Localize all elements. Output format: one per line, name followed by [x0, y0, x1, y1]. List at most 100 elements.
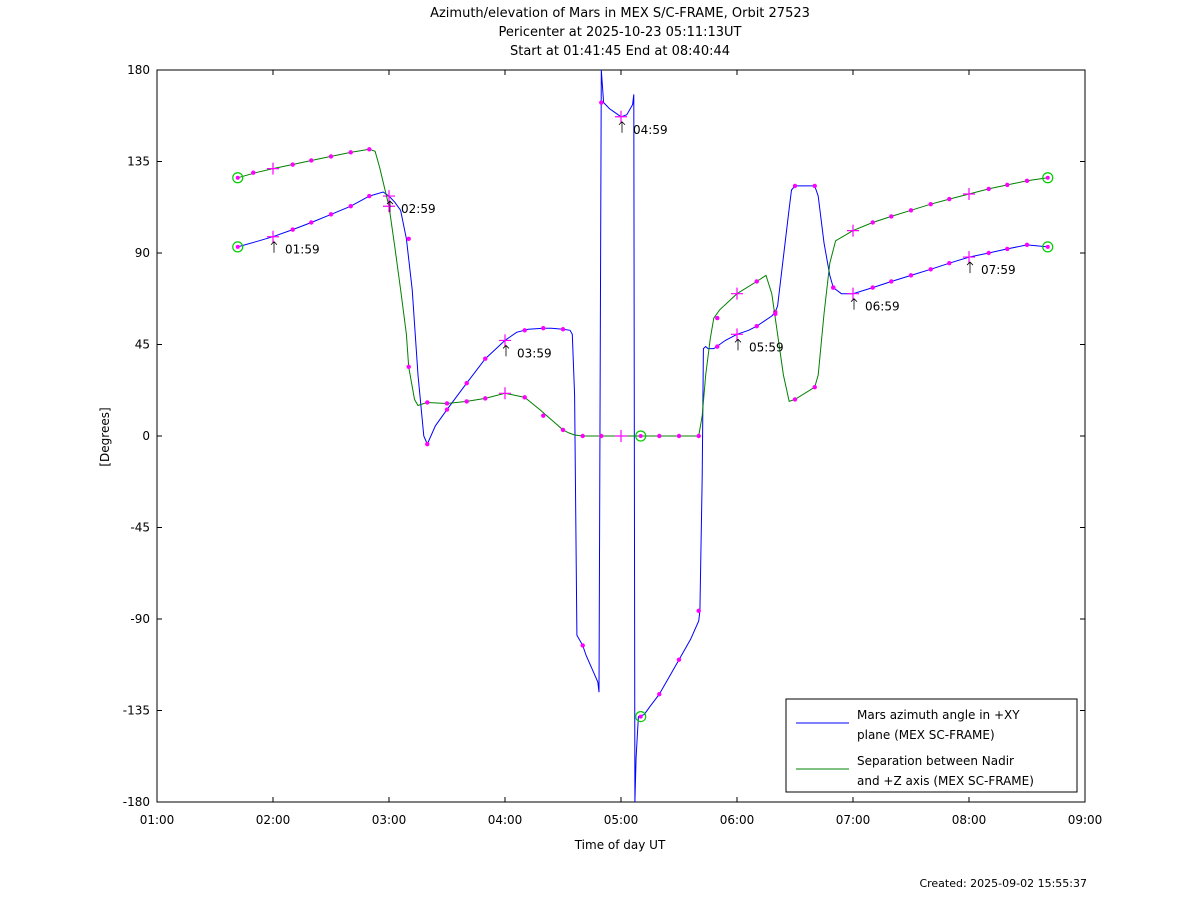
y-tick-label: 45: [135, 338, 150, 352]
annotation-label: 04:59: [633, 123, 668, 137]
endpoint-circle: [635, 710, 647, 723]
y-axis-label: [Degrees]: [98, 407, 112, 466]
endpoint-dot: [638, 434, 643, 438]
endpoint-circle: [1042, 172, 1054, 184]
endpoint-dot: [1045, 175, 1050, 180]
data-point-marker: [657, 433, 662, 439]
hour-cross-marker: [267, 162, 279, 175]
chart-subtitle-pericenter: Pericenter at 2025-10-23 05:11:13UT: [498, 25, 742, 40]
x-tick-label: 01:00: [140, 813, 175, 827]
hour-cross-marker: [615, 110, 627, 123]
annotation-label: 02:59: [401, 202, 436, 216]
y-tick-label: 180: [127, 63, 150, 77]
x-tick-label: 02:00: [256, 813, 291, 827]
data-point-marker: [406, 364, 411, 370]
data-point-marker: [754, 324, 759, 329]
y-tick-label: 0: [142, 429, 150, 443]
y-tick-label: -180: [123, 795, 150, 809]
plot-area: 01:59 02:59 03:59 04:59 05:59 06:59 07:59: [156, 69, 1086, 803]
data-point-marker: [1024, 178, 1030, 184]
annotation-arrow: [386, 200, 394, 213]
data-point-marker: [812, 183, 817, 189]
data-point-marker: [889, 214, 894, 219]
data-point-marker: [676, 657, 682, 662]
annotation-label: 07:59: [981, 263, 1016, 277]
data-point-marker: [483, 396, 488, 401]
data-point-marker: [425, 441, 430, 447]
data-point-marker: [290, 227, 295, 232]
data-point-marker: [715, 344, 720, 349]
data-point-marker: [908, 273, 914, 278]
y-tick-label: -90: [130, 612, 150, 626]
data-point-marker: [522, 395, 527, 400]
data-point-marker: [1005, 182, 1010, 188]
annotation-label: 06:59: [865, 300, 900, 314]
annotation-label: 01:59: [285, 243, 320, 257]
data-point-marker: [290, 162, 295, 167]
time-annotation: 04:59: [618, 121, 668, 137]
endpoint-circle: [232, 241, 244, 253]
data-point-marker: [560, 327, 566, 332]
data-point-marker: [580, 643, 585, 648]
data-point-marker: [696, 608, 701, 614]
legend: Mars azimuth angle in +XY plane (MEX SC-F…: [785, 698, 1078, 793]
time-annotation: 01:59: [270, 241, 320, 257]
data-point-marker: [928, 202, 933, 207]
annotation-label: 05:59: [749, 340, 784, 354]
annotation-label: 03:59: [517, 346, 552, 360]
data-point-marker: [367, 193, 372, 199]
data-point-marker: [444, 407, 450, 412]
data-point-marker: [425, 400, 430, 405]
time-annotation: 05:59: [734, 338, 784, 354]
hour-cross-marker: [267, 230, 279, 243]
chart-title-block: Azimuth/elevation of Mars in MEX S/C-FRA…: [0, 4, 1200, 61]
data-point-marker: [599, 100, 604, 105]
endpoint-dot: [638, 714, 643, 719]
data-point-marker: [986, 186, 991, 192]
hour-cross-marker: [731, 328, 743, 341]
y-axis: -180 -135 -90 -45 0 45 90 135 180: [123, 63, 1085, 809]
endpoint-circle: [635, 430, 647, 442]
data-point-marker: [928, 267, 933, 272]
y-tick-label: 90: [135, 246, 150, 260]
legend-label-separation: and +Z axis (MEX SC-FRAME): [857, 774, 1034, 788]
data-point-marker: [483, 356, 488, 361]
data-point-marker: [696, 433, 701, 439]
data-point-marker: [348, 204, 353, 209]
hour-cross-marker: [731, 287, 743, 300]
annotation-arrow: [270, 241, 278, 253]
hour-cross-marker: [499, 387, 511, 400]
annotation-arrow: [966, 261, 974, 274]
hour-cross-marker: [383, 190, 395, 203]
chart-title: Azimuth/elevation of Mars in MEX S/C-FRA…: [430, 6, 810, 21]
data-point-marker: [309, 220, 314, 225]
data-point-marker: [464, 380, 469, 386]
data-point-marker: [947, 196, 952, 202]
hour-cross-marker: [963, 188, 975, 201]
data-point-marker: [870, 220, 875, 225]
legend-label-separation: Separation between Nadir: [857, 754, 1014, 768]
y-tick-label: -45: [130, 521, 150, 535]
series-line-separation: [237, 148, 1048, 437]
x-tick-label: 04:00: [488, 813, 523, 827]
data-point-marker: [309, 158, 314, 163]
time-annotation: 06:59: [850, 298, 900, 314]
annotation-arrow: [618, 121, 626, 133]
data-point-marker: [251, 170, 256, 175]
data-point-marker: [889, 279, 894, 284]
data-point-marker: [406, 236, 411, 241]
x-axis-label: Time of day UT: [574, 838, 666, 852]
hour-cross-marker: [847, 224, 859, 237]
time-annotation: 03:59: [502, 344, 552, 360]
data-point-marker: [754, 279, 759, 284]
data-point-marker: [328, 154, 334, 159]
hour-cross-marker: [847, 287, 859, 300]
data-point-marker: [812, 385, 817, 390]
endpoint-dot: [235, 175, 240, 180]
annotation-arrow: [734, 338, 742, 351]
data-point-marker: [599, 433, 604, 439]
x-tick-label: 03:00: [372, 813, 407, 827]
endpoint-dot: [235, 244, 240, 249]
data-point-marker: [541, 326, 546, 331]
